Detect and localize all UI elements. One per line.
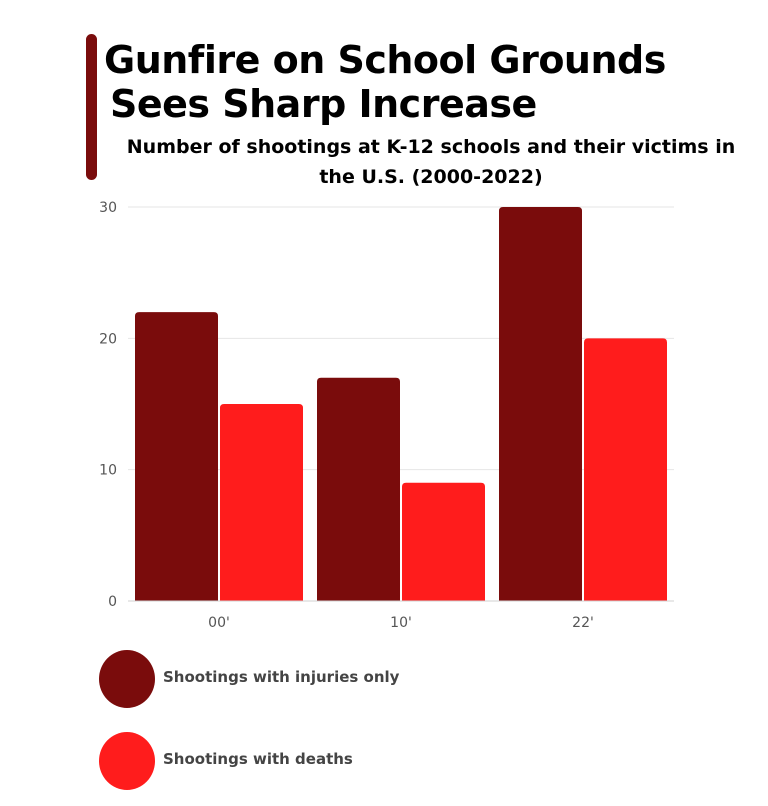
y-tick-label-10: 10 bbox=[99, 463, 117, 479]
chart-title-line-2: Sees Sharp Increase bbox=[110, 82, 537, 126]
y-tick-label-0: 0 bbox=[108, 594, 117, 610]
x-tick-label-2: 22' bbox=[572, 615, 594, 631]
legend-item-injuries: Shootings with injuries only bbox=[99, 650, 659, 708]
title-accent-bar bbox=[86, 34, 97, 180]
x-tick-label-1: 10' bbox=[390, 615, 412, 631]
y-tick-label-20: 20 bbox=[99, 331, 117, 347]
bar-deaths-2 bbox=[584, 338, 667, 601]
legend-label-injuries: Shootings with injuries only bbox=[163, 668, 400, 686]
bar-deaths-1 bbox=[402, 482, 485, 601]
legend-item-deaths: Shootings with deaths bbox=[99, 732, 659, 790]
bar-deaths-0 bbox=[220, 404, 303, 601]
legend-swatch-injuries bbox=[99, 650, 155, 708]
chart-subtitle: Number of shootings at K-12 schools and … bbox=[126, 136, 736, 188]
legend-label-deaths: Shootings with deaths bbox=[163, 750, 353, 768]
bar-injuries-0 bbox=[135, 312, 218, 601]
chart-title-line-1: Gunfire on School Grounds bbox=[104, 38, 666, 82]
y-tick-label-30: 30 bbox=[99, 200, 117, 216]
bar-injuries-2 bbox=[499, 207, 582, 601]
legend-swatch-deaths bbox=[99, 732, 155, 790]
chart-title: Gunfire on School Grounds Sees Sharp Inc… bbox=[104, 38, 666, 126]
bar-injuries-1 bbox=[317, 377, 400, 601]
x-tick-label-0: 00' bbox=[208, 615, 230, 631]
bar-chart: 0 10 20 30 00' 10' 22' bbox=[99, 200, 674, 631]
